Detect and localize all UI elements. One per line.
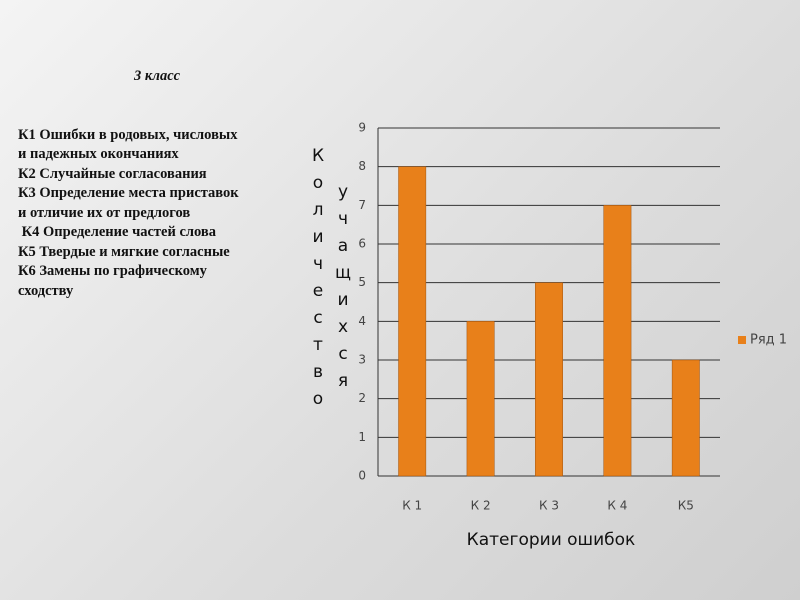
legend-swatch bbox=[738, 336, 746, 344]
y-tick-label: 4 bbox=[358, 314, 366, 328]
y-tick-label: 2 bbox=[358, 391, 366, 405]
note-line: К3 Определение места приставок bbox=[18, 185, 239, 201]
x-tick-label: К5 bbox=[678, 499, 694, 513]
y-tick-label: 1 bbox=[358, 430, 366, 444]
note-line: К6 Замены по графическому bbox=[18, 263, 207, 279]
note-line: К2 Случайные согласования bbox=[18, 165, 207, 182]
y-tick-label: 8 bbox=[358, 159, 366, 173]
y-tick-label: 3 bbox=[358, 353, 366, 367]
y-tick-label: 5 bbox=[358, 275, 366, 289]
note-line: К5 Твердые и мягкие согласные bbox=[18, 243, 230, 260]
y-tick-label: 6 bbox=[358, 237, 366, 251]
x-tick-label: К 2 bbox=[471, 499, 491, 513]
bar bbox=[535, 282, 563, 477]
bar bbox=[398, 166, 427, 477]
bar bbox=[671, 359, 700, 477]
notes-title: 3 класс bbox=[134, 68, 181, 84]
y-tick-label: 0 bbox=[358, 469, 366, 483]
note-line: К1 Ошибки в родовых, числовых bbox=[18, 126, 238, 143]
bar bbox=[603, 205, 632, 477]
note-line: и отличие их от предлогов bbox=[18, 204, 191, 221]
y-tick-label: 7 bbox=[358, 198, 366, 212]
note-line: К4 Определение частей слова bbox=[18, 224, 217, 240]
note-line: сходству bbox=[18, 282, 74, 299]
notes: 3 класс К1 Ошибки в родовых, числовых и п… bbox=[18, 28, 239, 301]
y-axis-label: учащихся bbox=[333, 182, 353, 398]
note-line: и падежных окончаниях bbox=[18, 146, 179, 162]
x-tick-label: К 3 bbox=[539, 499, 559, 513]
y-axis-label: Количество bbox=[308, 146, 328, 416]
x-tick-label: К 1 bbox=[402, 499, 422, 513]
x-axis-title: Категории ошибок bbox=[467, 530, 636, 550]
x-tick-label: К 4 bbox=[607, 499, 627, 513]
bar bbox=[466, 321, 495, 477]
y-tick-label: 9 bbox=[358, 121, 366, 135]
legend-label: Ряд 1 bbox=[750, 333, 787, 348]
